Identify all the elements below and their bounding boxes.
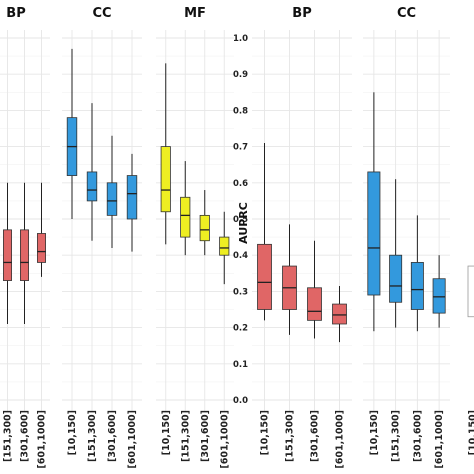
left-BP-box-2 — [20, 182, 29, 324]
box-iqr — [3, 229, 12, 281]
left-x-tick-label: [10,150] — [67, 410, 78, 455]
right-x-tick-label: [601,1000] — [434, 410, 445, 469]
right-panel-title-BP: BP — [292, 6, 311, 21]
y-tick-label: 0.0 — [233, 396, 248, 406]
left-CC-box-0 — [66, 48, 78, 219]
left-x-tick-label: [301,600] — [107, 410, 118, 462]
box-iqr — [199, 214, 210, 242]
left-x-tick-label: [10,150] — [161, 410, 172, 455]
box-iqr — [389, 254, 403, 303]
y-tick-label: 0.6 — [233, 179, 248, 189]
box-iqr — [106, 182, 118, 216]
right-x-tick-label: [301,600] — [412, 410, 423, 462]
right-x-tick-label: [301,600] — [310, 410, 321, 462]
right-panel-title-CC: CC — [397, 6, 416, 21]
right-BP-box-0 — [257, 142, 272, 321]
left-CC-box-1 — [86, 103, 98, 241]
y-tick-label: 0.9 — [233, 70, 248, 80]
box-iqr — [432, 278, 446, 314]
right-BP-box-1 — [282, 224, 297, 335]
left-x-tick-label: [151,300] — [87, 410, 98, 462]
left-MF-box-2 — [199, 190, 210, 256]
right-BP-box-2 — [307, 240, 322, 339]
left-panel-title-CC: CC — [92, 6, 111, 21]
left-CC-grid — [62, 30, 142, 412]
y-tick-label: 0.8 — [233, 106, 248, 116]
left-MF-box-3 — [219, 211, 230, 285]
box-iqr — [180, 196, 191, 238]
left-x-tick-label: [301,600] — [200, 410, 211, 462]
left-CC-box-3 — [126, 153, 138, 252]
y-tick-label: 0.4 — [233, 251, 248, 261]
cropped-box — [467, 265, 474, 318]
left-BP-box-3 — [37, 182, 46, 277]
box-iqr — [410, 262, 424, 310]
right-CC-box-0 — [367, 92, 381, 332]
box-iqr — [37, 233, 46, 263]
left-CC-box-2 — [106, 135, 118, 248]
box-iqr — [160, 146, 171, 213]
left-x-tick-label: [151,300] — [3, 410, 14, 462]
right-x-tick-label: [10,150] — [369, 410, 380, 455]
box-iqr — [126, 175, 138, 220]
right-x-tick-label: [151,300] — [391, 410, 402, 462]
left-MF-box-0 — [160, 63, 171, 245]
box-iqr — [332, 303, 347, 325]
right-BP-grid — [252, 30, 352, 412]
left-MF-grid — [156, 30, 234, 412]
box-iqr — [86, 171, 98, 202]
left-panel-title-MF: MF — [184, 6, 206, 21]
grid-layer — [0, 30, 450, 412]
left-x-tick-label: [601,1000] — [127, 410, 138, 469]
left-x-tick-label: [601,1000] — [37, 410, 48, 469]
y-tick-label: 0.1 — [233, 360, 248, 370]
y-tick-label: 0.7 — [233, 143, 248, 153]
left-MF-box-1 — [180, 161, 191, 256]
right-CC-box-1 — [389, 179, 403, 328]
box-iqr — [20, 229, 29, 281]
left-BP-box-1 — [3, 182, 12, 324]
right-x-tick-label: [601,1000] — [335, 410, 346, 469]
box-iqr — [307, 287, 322, 321]
box-layer — [3, 48, 474, 343]
left-x-tick-label: [151,300] — [180, 410, 191, 462]
y-axis-label: AUPRC — [237, 202, 250, 244]
box-iqr — [257, 243, 272, 310]
right-x-tick-label: [10,150] — [260, 410, 271, 455]
left-panel-title-BP: BP — [6, 6, 25, 21]
y-tick-label: 1.0 — [233, 34, 248, 44]
y-tick-label: 0.3 — [233, 287, 248, 297]
right-x-tick-label: [151,300] — [285, 410, 296, 462]
box-iqr — [219, 236, 230, 256]
left-x-tick-label: [301,600] — [20, 410, 31, 462]
y-tick-label: 0.5 — [233, 215, 248, 225]
box-iqr — [367, 171, 381, 296]
right-CC-box-2 — [410, 215, 424, 332]
y-tick-label: 0.2 — [233, 324, 248, 334]
cropped-x-tick-label: [10,150] — [468, 410, 474, 455]
label-layer: BP CC MF BP CC 0.0 0.1 0.2 0.3 0.4 0.5 0.6 0.7 0.8 0.9… — [3, 6, 474, 469]
right-BP-box-3 — [332, 285, 347, 343]
left-x-tick-label: [601,1000] — [219, 410, 230, 469]
right-CC-box-3 — [432, 255, 446, 328]
